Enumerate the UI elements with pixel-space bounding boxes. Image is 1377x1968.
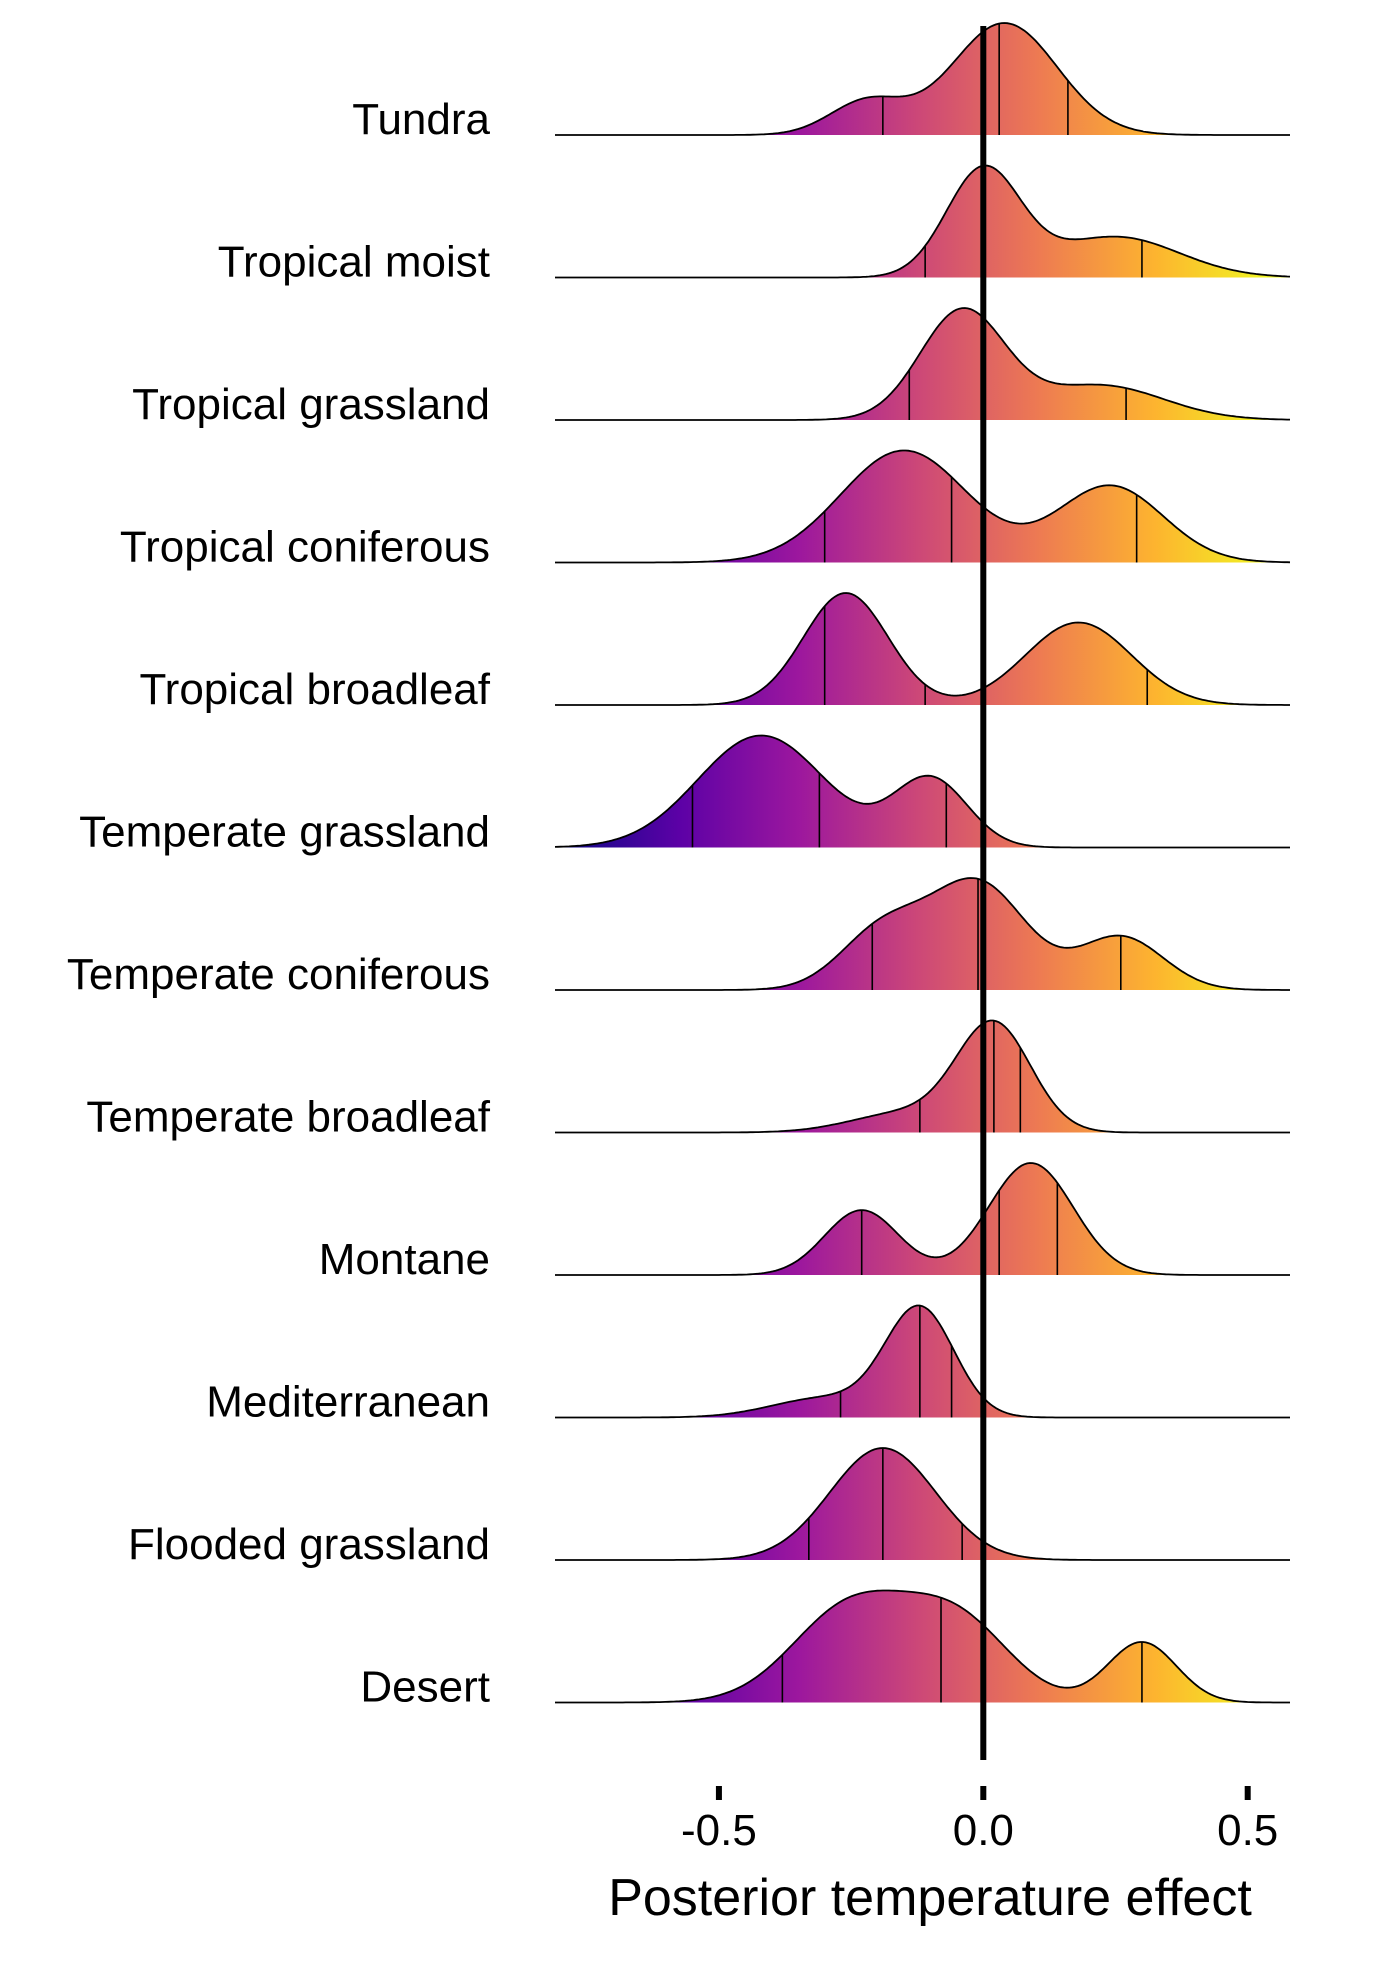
- density-outline: [555, 164, 1291, 279]
- ridge-tropical-broadleaf: [555, 592, 1290, 706]
- biome-label: Desert: [360, 1663, 490, 1712]
- biome-label: Temperate broadleaf: [86, 1093, 490, 1142]
- ridges-group: [554, 22, 1291, 1704]
- density-outline: [555, 877, 1290, 991]
- ridge-temperate-coniferous: [555, 877, 1290, 991]
- ridge-flooded-grassland: [555, 1447, 1290, 1561]
- biome-label: Tropical coniferous: [120, 523, 490, 572]
- density-area: [555, 1163, 1290, 1275]
- ridge-montane: [555, 1162, 1290, 1276]
- biome-label: Tropical grassland: [132, 380, 490, 429]
- density-outline: [555, 1019, 1290, 1134]
- x-tick-label: 0.0: [953, 1806, 1014, 1855]
- biome-labels-group: Tundra Tropical moist Tropical grassland Tr…: [67, 95, 491, 1712]
- ridge-tropical-grassland: [555, 307, 1290, 421]
- density-outline: [555, 449, 1291, 564]
- density-area: [555, 450, 1290, 563]
- x-tick-label: -0.5: [681, 1806, 757, 1855]
- ridge-tropical-moist: [555, 164, 1291, 279]
- ridge-temperate-grassland: [554, 734, 1290, 849]
- biome-label: Temperate coniferous: [67, 950, 490, 999]
- x-tick-label: 0.5: [1217, 1806, 1278, 1855]
- biome-label: Temperate grassland: [79, 808, 490, 857]
- density-outline: [555, 22, 1290, 136]
- density-area: [555, 1590, 1290, 1703]
- density-outline: [555, 307, 1290, 421]
- density-area: [555, 878, 1290, 990]
- density-outline: [554, 734, 1290, 849]
- density-area: [555, 23, 1290, 135]
- x-axis: -0.5 0.0 0.5: [681, 1786, 1278, 1855]
- ridge-mediterranean: [555, 1304, 1290, 1419]
- biome-label: Tropical moist: [218, 238, 490, 287]
- ridge-temperate-broadleaf: [555, 1019, 1290, 1134]
- biome-label: Tundra: [352, 95, 490, 144]
- biome-label: Flooded grassland: [128, 1520, 490, 1569]
- ridge-tropical-coniferous: [555, 449, 1291, 564]
- density-area: [555, 593, 1290, 705]
- density-outline: [555, 1304, 1290, 1419]
- density-outline: [555, 1447, 1290, 1561]
- density-area: [555, 1020, 1290, 1133]
- density-area: [555, 735, 1290, 848]
- density-area: [555, 1305, 1290, 1418]
- biome-label: Mediterranean: [206, 1378, 490, 1427]
- density-area: [555, 1448, 1290, 1560]
- density-area: [555, 165, 1290, 278]
- x-axis-title: Posterior temperature effect: [608, 1869, 1252, 1927]
- biome-label: Tropical broadleaf: [139, 665, 490, 714]
- ridge-tundra: [555, 22, 1290, 136]
- density-outline: [555, 592, 1290, 706]
- density-area: [555, 308, 1290, 420]
- density-outline: [555, 1589, 1290, 1704]
- biome-label: Montane: [319, 1235, 490, 1284]
- ridge-desert: [555, 1589, 1290, 1704]
- density-outline: [555, 1162, 1290, 1276]
